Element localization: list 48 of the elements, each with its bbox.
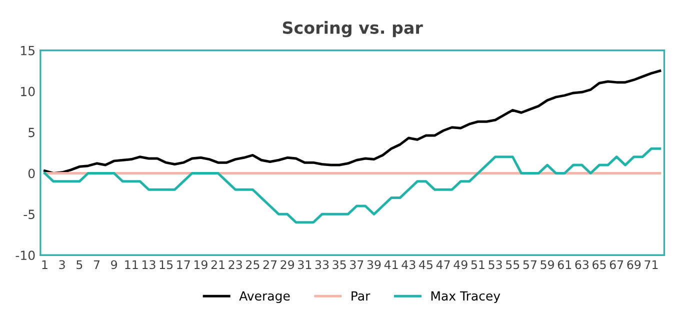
x-tick-label: 41 (384, 260, 398, 269)
x-tick-label: 35 (332, 260, 346, 270)
x-tick-label: 15 (160, 260, 173, 270)
y-tick-label: -5 (24, 210, 34, 220)
y-tick-label: 10 (21, 86, 35, 96)
legend-label: Max Tracey (431, 291, 500, 304)
x-tick-label: 27 (263, 260, 277, 269)
x-tick-label: 31 (298, 260, 312, 270)
x-tick-label: 53 (488, 260, 502, 270)
x-tick-label: 43 (402, 260, 416, 270)
x-tick-label: 13 (142, 260, 156, 270)
x-tick-label: 23 (228, 260, 242, 270)
x-tick-label: 59 (540, 260, 554, 270)
line-series (44, 70, 662, 174)
chart-title: Scoring vs. par (282, 21, 423, 38)
x-tick-label: 57 (523, 260, 536, 270)
x-tick-label: 47 (436, 260, 450, 269)
x-tick-label: 33 (315, 260, 329, 270)
x-tick-label: 19 (194, 260, 208, 270)
x-tick-label: 1 (42, 260, 48, 269)
y-tick-label: 5 (28, 128, 34, 138)
x-tick-label: 9 (111, 260, 117, 270)
x-tick-label: 37 (350, 260, 364, 270)
legend-label: Average (239, 291, 290, 304)
x-tick-label: 3 (59, 260, 65, 270)
x-tick-label: 39 (367, 260, 381, 270)
x-tick-label: 67 (610, 260, 624, 270)
x-tick-label: 25 (246, 260, 260, 270)
x-tick-label: 21 (211, 260, 224, 269)
legend-label: Par (352, 291, 370, 301)
x-tick-label: 63 (575, 260, 588, 270)
y-tick-label: -10 (16, 250, 35, 260)
x-tick-label: 5 (76, 260, 82, 270)
x-tick-label: 11 (125, 260, 138, 269)
x-tick-label: 71 (644, 260, 658, 269)
x-tick-label: 29 (280, 260, 294, 270)
x-tick-label: 45 (419, 260, 432, 270)
y-tick-label: 0 (28, 168, 35, 178)
x-tick-label: 65 (592, 260, 606, 270)
y-tick-label: 15 (21, 46, 34, 56)
x-tick-label: 51 (471, 260, 484, 270)
x-tick-label: 49 (454, 260, 468, 270)
x-tick-label: 55 (506, 260, 520, 270)
x-tick-label: 69 (627, 260, 641, 270)
x-tick-label: 7 (94, 260, 100, 269)
line-series (44, 147, 662, 224)
x-tick-label: 17 (177, 260, 190, 269)
x-tick-label: 61 (558, 260, 572, 270)
